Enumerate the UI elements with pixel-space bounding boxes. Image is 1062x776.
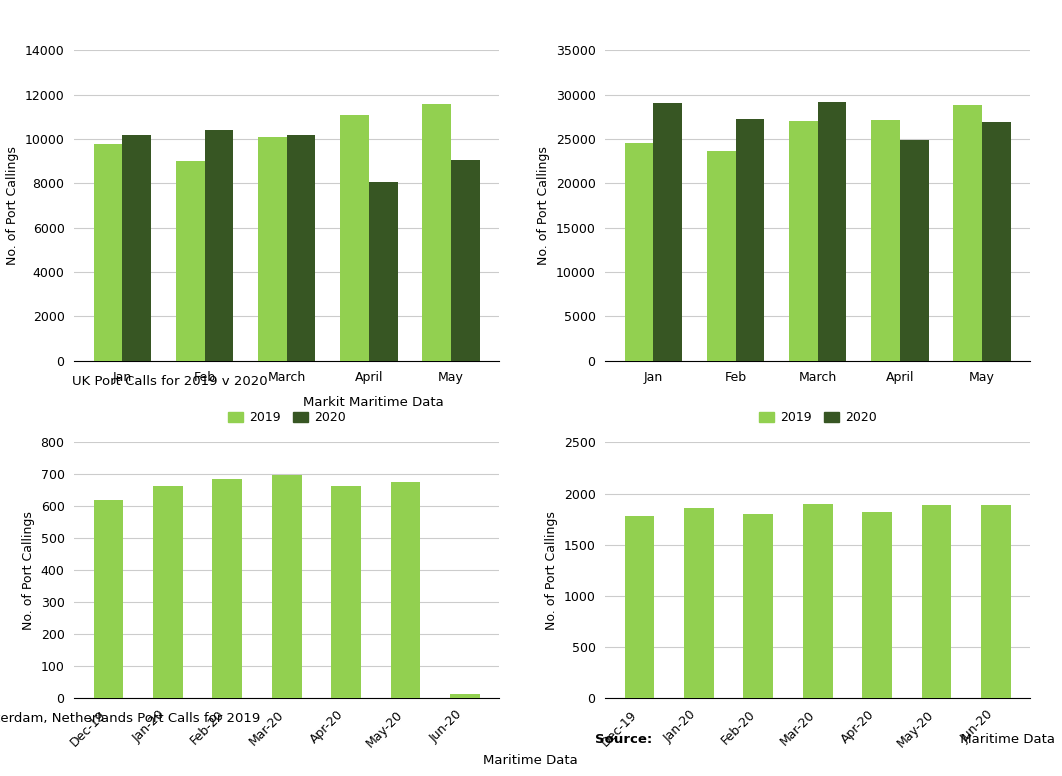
Bar	[818, 102, 846, 361]
Bar	[981, 505, 1011, 698]
Bar	[340, 115, 369, 361]
Bar	[93, 500, 123, 698]
Bar	[803, 504, 833, 698]
Bar	[743, 514, 773, 698]
Bar	[205, 130, 234, 361]
Bar	[369, 182, 397, 361]
Bar	[707, 151, 736, 361]
Bar	[736, 119, 765, 361]
Bar	[653, 102, 682, 361]
Y-axis label: No. of Port Callings: No. of Port Callings	[22, 511, 35, 630]
Bar	[451, 160, 480, 361]
Bar	[176, 161, 205, 361]
Bar	[272, 475, 302, 698]
Text: Markit Maritime Data: Markit Maritime Data	[304, 396, 444, 409]
Bar	[391, 483, 421, 698]
Text: Source:: Source:	[596, 733, 653, 747]
Bar	[153, 487, 183, 698]
Bar	[122, 135, 151, 361]
Bar	[450, 695, 480, 698]
Bar	[954, 106, 982, 361]
Bar	[287, 135, 315, 361]
Text: UK Port Calls for 2019 v 2020: UK Port Calls for 2019 v 2020	[71, 375, 272, 388]
Y-axis label: No. of Port Callings: No. of Port Callings	[545, 511, 559, 630]
Y-axis label: No. of Port Callings: No. of Port Callings	[537, 146, 550, 265]
Bar	[331, 487, 361, 698]
Bar	[922, 505, 952, 698]
Bar	[684, 508, 714, 698]
Bar	[423, 104, 451, 361]
Bar	[93, 144, 122, 361]
Bar	[900, 140, 928, 361]
Text: Rotterdam, Netherlands Port Calls for 2019: Rotterdam, Netherlands Port Calls for 20…	[0, 712, 260, 726]
Text: Maritime Data: Maritime Data	[956, 733, 1055, 747]
Legend: 2019, 2020: 2019, 2020	[754, 406, 881, 429]
Bar	[624, 516, 654, 698]
Bar	[212, 479, 242, 698]
Bar	[871, 120, 900, 361]
Bar	[258, 137, 287, 361]
Y-axis label: No. of Port Callings: No. of Port Callings	[6, 146, 19, 265]
Bar	[982, 123, 1011, 361]
Legend: 2019, 2020: 2019, 2020	[223, 406, 350, 429]
Text: Maritime Data: Maritime Data	[483, 754, 578, 767]
Bar	[862, 512, 892, 698]
Bar	[789, 120, 818, 361]
Bar	[624, 143, 653, 361]
